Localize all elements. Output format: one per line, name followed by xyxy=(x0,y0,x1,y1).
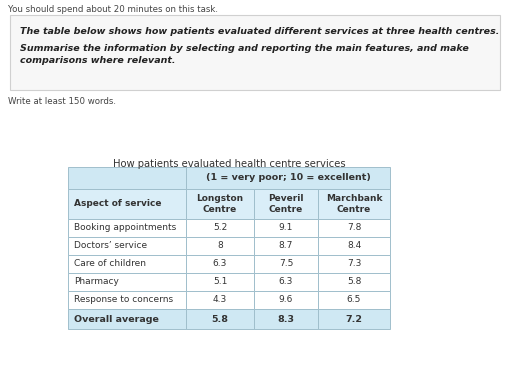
Text: 8.4: 8.4 xyxy=(347,241,361,251)
Text: Marchbank
Centre: Marchbank Centre xyxy=(326,194,382,214)
Text: Peveril
Centre: Peveril Centre xyxy=(268,194,304,214)
Bar xyxy=(186,255,254,273)
Text: 6.3: 6.3 xyxy=(213,259,227,268)
Bar xyxy=(318,237,390,255)
Text: Pharmacy: Pharmacy xyxy=(74,278,119,286)
Text: Write at least 150 words.: Write at least 150 words. xyxy=(8,97,116,106)
Text: Care of children: Care of children xyxy=(74,259,146,268)
Text: Aspect of service: Aspect of service xyxy=(74,199,161,209)
Bar xyxy=(186,189,254,219)
Text: (1 = very poor; 10 = excellent): (1 = very poor; 10 = excellent) xyxy=(205,174,371,182)
Text: You should spend about 20 minutes on this task.: You should spend about 20 minutes on thi… xyxy=(8,5,218,14)
Text: Overall average: Overall average xyxy=(74,315,159,323)
Text: 9.6: 9.6 xyxy=(279,296,293,305)
Text: 8: 8 xyxy=(217,241,223,251)
Bar xyxy=(254,255,318,273)
Text: 5.8: 5.8 xyxy=(211,315,228,323)
Text: 4.3: 4.3 xyxy=(213,296,227,305)
Bar xyxy=(318,309,390,329)
Text: 6.3: 6.3 xyxy=(279,278,293,286)
Bar xyxy=(68,309,186,329)
Bar xyxy=(68,189,186,219)
Text: 5.2: 5.2 xyxy=(213,224,227,233)
Bar xyxy=(186,219,254,237)
Text: Booking appointments: Booking appointments xyxy=(74,224,176,233)
Bar xyxy=(186,291,254,309)
Bar xyxy=(68,291,186,309)
Text: The table below shows how patients evaluated different services at three health : The table below shows how patients evalu… xyxy=(20,27,499,36)
Text: 9.1: 9.1 xyxy=(279,224,293,233)
Bar xyxy=(68,237,186,255)
Bar xyxy=(68,255,186,273)
Text: 6.5: 6.5 xyxy=(347,296,361,305)
Text: 8.7: 8.7 xyxy=(279,241,293,251)
Bar xyxy=(318,189,390,219)
Bar xyxy=(68,273,186,291)
Bar xyxy=(318,219,390,237)
Bar xyxy=(254,291,318,309)
Text: How patients evaluated health centre services: How patients evaluated health centre ser… xyxy=(113,159,345,169)
Bar xyxy=(254,219,318,237)
Bar xyxy=(254,273,318,291)
Bar xyxy=(186,273,254,291)
Bar xyxy=(318,291,390,309)
Bar xyxy=(186,167,390,189)
Bar xyxy=(186,237,254,255)
Bar xyxy=(68,167,186,189)
Bar xyxy=(254,309,318,329)
Bar xyxy=(254,189,318,219)
Text: 5.1: 5.1 xyxy=(213,278,227,286)
Text: 5.8: 5.8 xyxy=(347,278,361,286)
Bar xyxy=(318,273,390,291)
FancyBboxPatch shape xyxy=(10,15,500,90)
Text: 7.3: 7.3 xyxy=(347,259,361,268)
Bar xyxy=(318,255,390,273)
Text: Summarise the information by selecting and reporting the main features, and make: Summarise the information by selecting a… xyxy=(20,44,469,53)
Text: Longston
Centre: Longston Centre xyxy=(197,194,244,214)
Text: 8.3: 8.3 xyxy=(278,315,294,323)
Text: 7.8: 7.8 xyxy=(347,224,361,233)
Text: 7.5: 7.5 xyxy=(279,259,293,268)
Text: comparisons where relevant.: comparisons where relevant. xyxy=(20,56,176,65)
Bar xyxy=(68,219,186,237)
Text: 7.2: 7.2 xyxy=(346,315,362,323)
Text: Response to concerns: Response to concerns xyxy=(74,296,173,305)
Text: Doctors’ service: Doctors’ service xyxy=(74,241,147,251)
Bar xyxy=(186,309,254,329)
Bar xyxy=(254,237,318,255)
